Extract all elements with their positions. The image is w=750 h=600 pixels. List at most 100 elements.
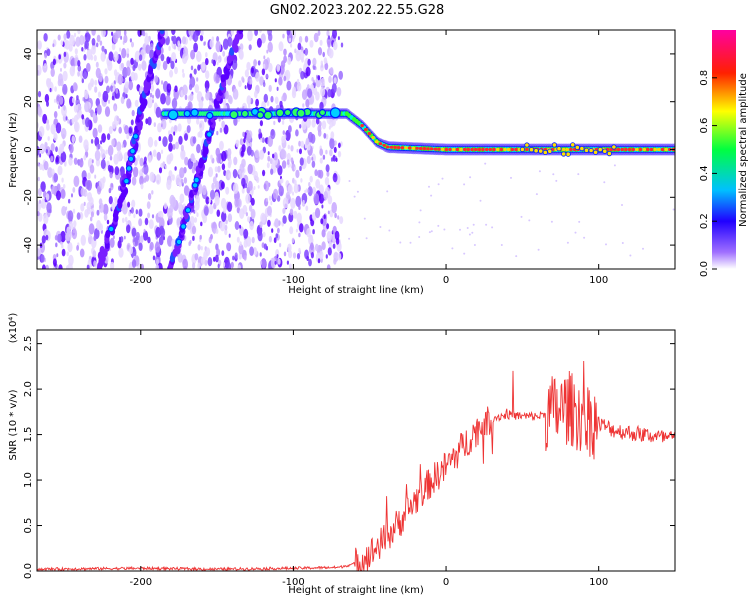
noise-dot (297, 42, 302, 51)
noise-dot (307, 58, 311, 66)
noise-dot (337, 36, 340, 41)
noise-dot (96, 104, 102, 115)
noise-dot (96, 209, 100, 216)
noise-dot (171, 52, 177, 63)
main-line-blob (183, 109, 191, 118)
noise-dot (206, 91, 210, 98)
noise-dot (353, 195, 356, 198)
noise-dot (61, 243, 64, 249)
main-line-hot (510, 147, 515, 152)
noise-dot (37, 106, 42, 116)
noise-dot (244, 69, 249, 78)
noise-dot (112, 235, 115, 240)
noise-dot (184, 156, 189, 166)
noise-dot (107, 60, 113, 71)
noise-dot (356, 190, 359, 193)
noise-dot (298, 140, 301, 147)
main-line-hot (382, 143, 386, 147)
streak-mark (105, 229, 111, 239)
main-line-hot (433, 147, 438, 151)
streak-mark (175, 238, 183, 245)
main-line-blob (533, 148, 539, 154)
noise-dot (578, 220, 581, 223)
noise-dot (338, 142, 341, 149)
noise-dot (68, 157, 73, 166)
main-line-hot (367, 132, 372, 136)
noise-dot (132, 166, 139, 178)
noise-dot (129, 38, 132, 43)
noise-dot (266, 162, 270, 169)
spectrogram-x-label: Height of straight line (km) (288, 285, 424, 296)
noise-dot (246, 61, 251, 71)
noise-dot (293, 210, 298, 219)
noise-dot (50, 155, 54, 162)
noise-dot (428, 231, 431, 234)
noise-dot (672, 208, 675, 211)
noise-dot (253, 247, 258, 256)
noise-dot (147, 193, 152, 200)
streak-mark (193, 176, 200, 184)
colorbar-tick-label: 0.4 (699, 165, 710, 181)
noise-dot (262, 63, 266, 69)
noise-dot (219, 140, 224, 151)
noise-dot (221, 163, 226, 171)
noise-dot (154, 139, 158, 147)
main-line-blob (551, 142, 558, 148)
noise-dot (241, 187, 245, 194)
noise-dot (270, 168, 274, 175)
noise-dot (267, 155, 271, 162)
noise-dot (333, 77, 337, 84)
noise-dot (330, 131, 335, 139)
noise-dot (140, 183, 144, 190)
main-line-hot (455, 147, 460, 152)
noise-dot (332, 30, 337, 39)
noise-dot (552, 173, 555, 176)
noise-dot (295, 129, 299, 137)
noise-dot (259, 221, 263, 229)
noise-dot (238, 252, 242, 260)
main-line-hot (378, 142, 383, 146)
noise-dot (239, 241, 242, 247)
noise-dot (177, 43, 182, 52)
noise-dot (172, 35, 177, 45)
noise-dot (220, 181, 225, 190)
noise-dot (214, 195, 220, 206)
noise-dot (178, 135, 183, 145)
noise-dot (60, 151, 67, 163)
noise-dot (315, 179, 321, 189)
noise-dot (151, 214, 155, 219)
noise-dot (43, 213, 49, 225)
noise-dot (71, 117, 75, 125)
main-line-hot (638, 147, 643, 152)
noise-dot (430, 194, 433, 197)
noise-dot (147, 97, 153, 109)
noise-dot (308, 258, 312, 267)
noise-dot (365, 237, 368, 240)
noise-dot (127, 244, 130, 250)
main-line-hot (484, 147, 489, 152)
main-line-hot (635, 147, 639, 152)
noise-dot (177, 202, 183, 211)
noise-dot (115, 88, 119, 94)
noise-dot (274, 78, 277, 83)
noise-dot (322, 51, 326, 58)
noise-dot (334, 140, 337, 146)
noise-dot (327, 231, 331, 239)
main-line-blob (528, 147, 535, 153)
noise-dot (54, 86, 57, 92)
noise-dot (298, 36, 303, 43)
noise-dot (186, 125, 191, 134)
noise-dot (262, 231, 266, 238)
noise-dot (583, 236, 586, 239)
noise-dot (73, 65, 75, 70)
noise-dot (243, 254, 247, 261)
noise-dot (336, 87, 342, 97)
noise-dot (311, 156, 314, 161)
noise-dot (55, 146, 58, 153)
noise-dot (305, 98, 310, 108)
noise-dot (326, 264, 331, 269)
noise-dot (246, 95, 252, 105)
noise-dot (101, 133, 106, 143)
main-line-blob (583, 147, 590, 153)
